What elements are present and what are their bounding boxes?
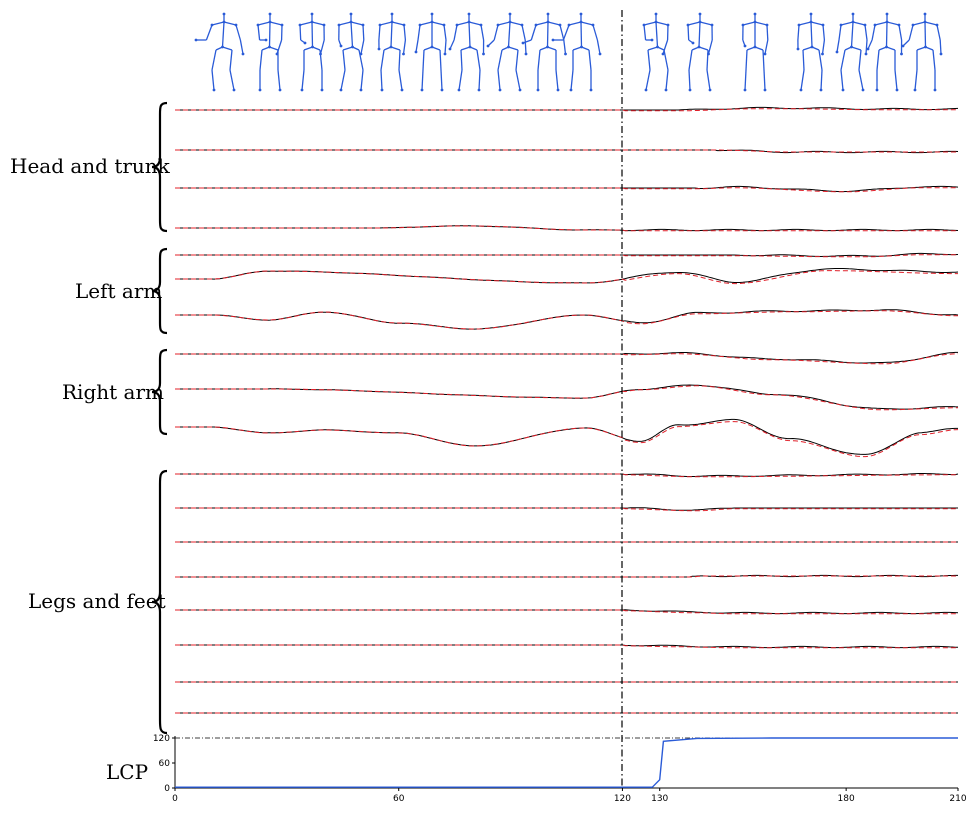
trace-row xyxy=(175,225,959,232)
group-braces xyxy=(151,101,168,735)
skeleton-figure xyxy=(686,12,714,92)
trace-row xyxy=(175,418,959,458)
skeleton-figure xyxy=(337,12,365,92)
prediction-line xyxy=(175,575,958,578)
ground-truth-line xyxy=(175,351,958,364)
trace-row xyxy=(175,309,959,330)
trace-row xyxy=(175,252,959,258)
prediction-line xyxy=(175,353,958,365)
x-tick-label: 130 xyxy=(651,794,668,804)
ground-truth-line xyxy=(175,384,959,410)
skeleton-figure xyxy=(901,12,943,92)
trace-row xyxy=(175,149,959,154)
skeleton-figure xyxy=(448,12,485,92)
ground-truth-line xyxy=(175,268,959,284)
prediction-line xyxy=(175,108,958,112)
x-tick-label: 60 xyxy=(393,794,405,804)
lcp-series-line xyxy=(175,737,958,788)
prediction-line xyxy=(175,187,958,193)
ground-truth-line xyxy=(175,418,958,455)
prediction-line xyxy=(175,507,958,512)
ground-truth-line xyxy=(175,252,959,258)
prediction-line xyxy=(175,644,958,649)
skeleton-figure xyxy=(521,12,567,92)
lcp-ticks: 0 60 120 130 180 210 0 60 120 xyxy=(153,734,967,804)
trace-row xyxy=(175,473,959,478)
skeleton-figure xyxy=(256,12,284,92)
trace-row xyxy=(175,644,959,649)
trace-row xyxy=(175,507,958,512)
skeleton-figure xyxy=(835,12,868,92)
skeleton-figure xyxy=(866,12,903,92)
group-label-left-arm: Left arm xyxy=(75,279,162,303)
skeleton-figure xyxy=(642,12,670,92)
prediction-line xyxy=(175,421,959,458)
prediction-line xyxy=(175,385,958,411)
trace-row xyxy=(175,268,959,285)
y-tick-label: 60 xyxy=(159,759,171,769)
x-tick-label: 120 xyxy=(614,794,631,804)
skeleton-figure xyxy=(194,12,245,92)
prediction-line xyxy=(175,225,958,232)
trace-row xyxy=(175,384,959,411)
y-tick-label: 120 xyxy=(153,734,170,744)
brace-legs-and-feet xyxy=(151,469,168,735)
joint-traces xyxy=(175,106,959,714)
trace-row xyxy=(175,574,958,578)
ground-truth-line xyxy=(175,609,959,615)
prediction-line xyxy=(175,310,958,330)
ground-truth-line xyxy=(175,225,959,232)
group-label-legs-and-feet: Legs and feet xyxy=(28,589,166,613)
ground-truth-line xyxy=(175,309,959,330)
prediction-line xyxy=(175,609,958,615)
brace-left-arm xyxy=(151,247,168,335)
x-tick-label: 210 xyxy=(949,794,966,804)
ground-truth-line xyxy=(175,185,959,193)
group-label-head-and-trunk: Head and trunk xyxy=(10,154,171,178)
prediction-line xyxy=(175,473,958,478)
skeleton-figure xyxy=(486,12,528,92)
ground-truth-line xyxy=(175,644,959,649)
skeleton-figure xyxy=(796,12,826,92)
trace-row xyxy=(175,609,959,615)
skeleton-figure xyxy=(551,12,602,92)
brace-right-arm xyxy=(151,348,168,436)
prediction-line xyxy=(175,270,958,285)
lcp-ylabel: LCP xyxy=(106,760,148,784)
trace-row xyxy=(175,185,959,193)
skeleton-figure xyxy=(377,12,407,92)
skeleton-strip xyxy=(194,12,943,92)
trace-row xyxy=(175,106,959,112)
x-tick-label: 0 xyxy=(172,794,178,804)
y-tick-label: 0 xyxy=(164,784,170,794)
lcp-plot: LCP 0 60 120 130 180 210 0 60 120 xyxy=(106,734,967,804)
skeleton-figure xyxy=(298,12,326,92)
prediction-line xyxy=(175,149,958,153)
trace-row xyxy=(175,351,958,365)
skeleton-figure xyxy=(741,12,769,92)
skeleton-figure xyxy=(414,12,447,92)
x-tick-label: 180 xyxy=(838,794,855,804)
brace-head-and-trunk xyxy=(151,101,168,233)
group-label-right-arm: Right arm xyxy=(62,380,164,404)
prediction-line xyxy=(175,254,958,258)
